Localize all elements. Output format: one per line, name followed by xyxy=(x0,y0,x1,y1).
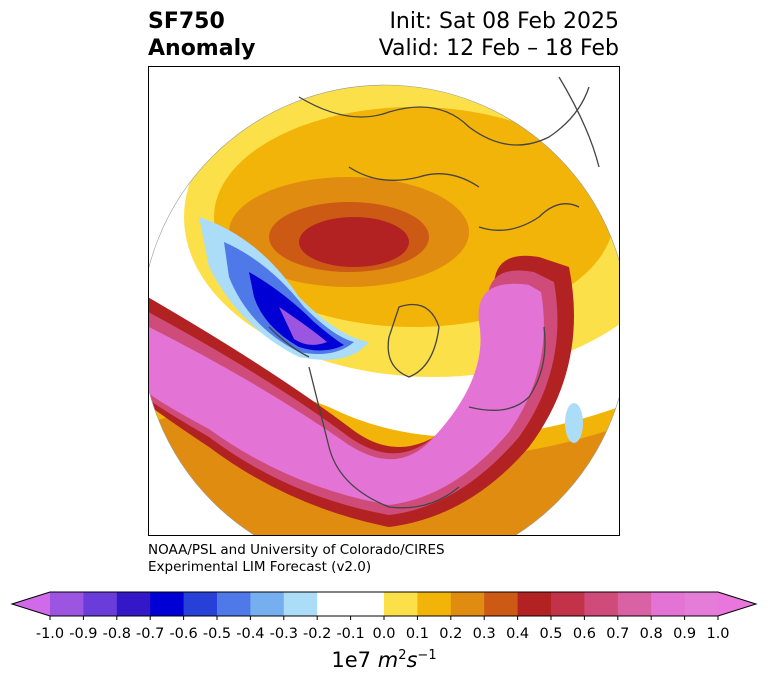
colorbar-tick-label: -0.9 xyxy=(69,626,98,642)
colorbar-segment xyxy=(517,592,552,616)
init-date: Init: Sat 08 Feb 2025 xyxy=(389,9,619,34)
colorbar-segment xyxy=(551,592,585,616)
colorbar-segment xyxy=(116,592,151,616)
colorbar-segment xyxy=(183,592,218,616)
units-s: s xyxy=(406,648,418,672)
colorbar-tick-label: 0.2 xyxy=(439,626,463,642)
credit-line-1: NOAA/PSL and University of Colorado/CIRE… xyxy=(148,542,445,558)
colorbar-tick-label: -0.2 xyxy=(303,626,332,642)
colorbar xyxy=(10,591,758,620)
colorbar-segment xyxy=(217,592,251,616)
units-exp-2: −1 xyxy=(417,648,437,663)
coastlines xyxy=(149,76,619,535)
colorbar-segment xyxy=(584,592,619,616)
colorbar-min-extend xyxy=(12,592,50,616)
colorbar-tick-label: 0.1 xyxy=(405,626,429,642)
colorbar-tick-label: 0.8 xyxy=(639,626,663,642)
units-scale: 1e7 xyxy=(331,648,378,672)
colorbar-tick-label: -0.5 xyxy=(202,626,232,642)
colorbar-tick-label: -0.6 xyxy=(169,626,198,642)
anomaly-map xyxy=(149,76,619,535)
colorbar-tick-label: 0.4 xyxy=(506,626,530,642)
colorbar-tick-label: -0.3 xyxy=(269,626,298,642)
colorbar-segment xyxy=(617,592,652,616)
colorbar-tick-label: 0.7 xyxy=(606,626,630,642)
valid-range: Valid: 12 Feb – 18 Feb xyxy=(378,36,619,61)
colorbar-segment xyxy=(250,592,285,616)
title-block: SF750 Anomaly xyxy=(148,8,255,62)
colorbar-segment xyxy=(150,592,185,616)
date-block: Init: Sat 08 Feb 2025 Valid: 12 Feb – 18… xyxy=(379,8,619,62)
colorbar-segment xyxy=(283,592,318,616)
colorbar-tick-label: 0.3 xyxy=(472,626,496,642)
colorbar-ticks: -1.0 -0.9 -0.8 -0.7 -0.6 -0.5 -0.4 -0.3 -0.2 -0.1… xyxy=(0,626,768,646)
colorbar-tick-label: -0.4 xyxy=(236,626,265,642)
colorbar-segment xyxy=(350,592,385,616)
colorbar-max-extend xyxy=(718,592,756,616)
map-panel xyxy=(148,66,620,536)
colorbar-tick-label: 0.9 xyxy=(673,626,697,642)
colorbar-graphic xyxy=(10,591,758,620)
units-exp-1: 2 xyxy=(398,648,407,663)
credit-text: NOAA/PSL and University of Colorado/CIRE… xyxy=(148,542,445,576)
units-m: m xyxy=(377,648,399,672)
colorbar-tick-label: 1.0 xyxy=(706,626,730,642)
colorbar-segment xyxy=(417,592,452,616)
colorbar-tick-label: 0.5 xyxy=(539,626,563,642)
colorbar-segment xyxy=(450,592,485,616)
anomaly-field xyxy=(149,85,619,535)
colorbar-segment xyxy=(317,592,352,616)
colorbar-segment xyxy=(83,592,118,616)
credit-line-2: Experimental LIM Forecast (v2.0) xyxy=(148,559,372,575)
colorbar-segment xyxy=(484,592,519,616)
colorbar-tick-label: -0.8 xyxy=(102,626,131,642)
colorbar-segment xyxy=(384,592,418,616)
title-type: Anomaly xyxy=(148,36,256,61)
title-variable: SF750 xyxy=(148,9,225,34)
colorbar-tick-label: 0.0 xyxy=(372,626,396,642)
colorbar-tick-label: -1.0 xyxy=(35,626,65,642)
colorbar-segment xyxy=(50,592,84,616)
colorbar-tick-label: -0.7 xyxy=(136,626,165,642)
colorbar-segment xyxy=(684,592,719,616)
colorbar-units: 1e7 m2s−1 xyxy=(0,648,768,672)
colorbar-tick-label: 0.6 xyxy=(572,626,596,642)
colorbar-segment xyxy=(651,592,686,616)
colorbar-tick-label: -0.1 xyxy=(336,626,365,642)
